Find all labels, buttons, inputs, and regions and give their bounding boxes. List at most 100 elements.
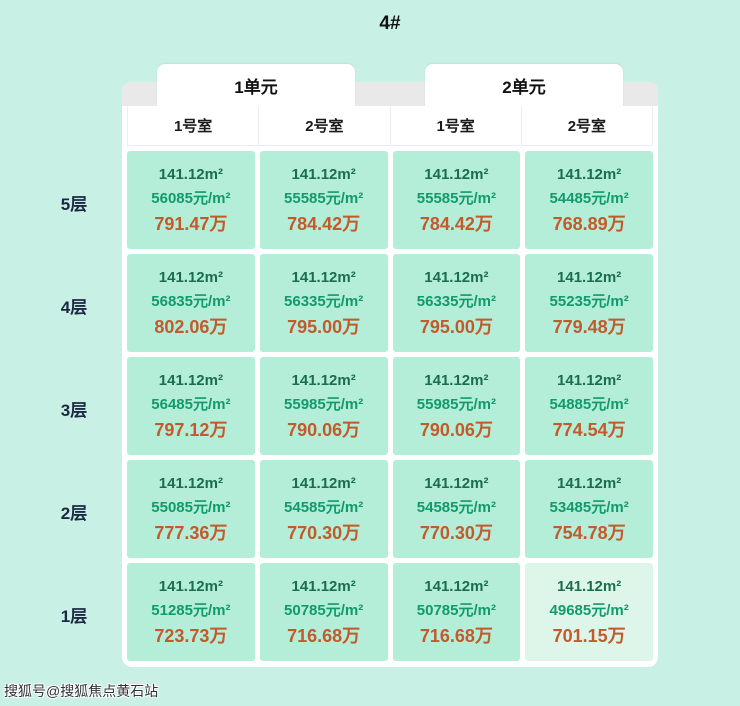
price-cell[interactable]: 141.12m² 55235元/m² 779.48万 bbox=[525, 254, 653, 352]
price-cell[interactable]: 141.12m² 56835元/m² 802.06万 bbox=[127, 254, 255, 352]
table-body: 141.12m² 56085元/m² 791.47万 141.12m² 5558… bbox=[127, 146, 653, 661]
room-header-u2-r1: 1号室 bbox=[390, 106, 522, 145]
cell-area: 141.12m² bbox=[557, 475, 622, 492]
cell-unit-price: 56485元/m² bbox=[151, 396, 231, 413]
cell-total-price: 774.54万 bbox=[552, 420, 626, 440]
cell-total-price: 790.06万 bbox=[419, 420, 493, 440]
room-header-u2-r2: 2号室 bbox=[521, 106, 652, 145]
cell-unit-price: 56085元/m² bbox=[151, 190, 231, 207]
cell-unit-price: 54485元/m² bbox=[549, 190, 629, 207]
room-header-row: 1号室 2号室 1号室 2号室 bbox=[127, 106, 653, 146]
price-cell-selected[interactable]: 141.12m² 49685元/m² 701.15万 bbox=[525, 563, 653, 661]
cell-total-price: 770.30万 bbox=[419, 523, 493, 543]
price-cell[interactable]: 141.12m² 55985元/m² 790.06万 bbox=[259, 357, 388, 455]
price-cell[interactable]: 141.12m² 54585元/m² 770.30万 bbox=[392, 460, 521, 558]
price-cell[interactable]: 141.12m² 51285元/m² 723.73万 bbox=[127, 563, 255, 661]
cell-unit-price: 54885元/m² bbox=[549, 396, 629, 413]
cell-total-price: 790.06万 bbox=[287, 420, 361, 440]
cell-total-price: 701.15万 bbox=[552, 626, 626, 646]
floor-row-3: 141.12m² 56485元/m² 797.12万 141.12m² 5598… bbox=[127, 357, 653, 455]
price-cell[interactable]: 141.12m² 55585元/m² 784.42万 bbox=[392, 151, 521, 249]
price-cell[interactable]: 141.12m² 53485元/m² 754.78万 bbox=[525, 460, 653, 558]
price-cell[interactable]: 141.12m² 56485元/m² 797.12万 bbox=[127, 357, 255, 455]
cell-area: 141.12m² bbox=[158, 475, 223, 492]
cell-total-price: 802.06万 bbox=[154, 317, 228, 337]
building-title: 4# bbox=[379, 13, 401, 34]
cell-area: 141.12m² bbox=[424, 166, 489, 183]
cell-total-price: 777.36万 bbox=[154, 523, 228, 543]
cell-area: 141.12m² bbox=[291, 578, 356, 595]
cell-area: 141.12m² bbox=[557, 269, 622, 286]
price-cell[interactable]: 141.12m² 54885元/m² 774.54万 bbox=[525, 357, 653, 455]
floor-row-2: 141.12m² 55085元/m² 777.36万 141.12m² 5458… bbox=[127, 460, 653, 558]
floor-row-4: 141.12m² 56835元/m² 802.06万 141.12m² 5633… bbox=[127, 254, 653, 352]
cell-area: 141.12m² bbox=[158, 372, 223, 389]
cell-unit-price: 56835元/m² bbox=[151, 293, 231, 310]
cell-area: 141.12m² bbox=[557, 372, 622, 389]
table-box: 1号室 2号室 1号室 2号室 141.12m² 56085元/m² 791.4… bbox=[122, 106, 658, 667]
cell-total-price: 716.68万 bbox=[287, 626, 361, 646]
cell-area: 141.12m² bbox=[158, 269, 223, 286]
floor-label-2: 2层 bbox=[60, 504, 88, 523]
price-table-panel: 1单元 2单元 1号室 2号室 1号室 2号室 141.12m² 56085元/… bbox=[122, 64, 658, 667]
tab-unit-2[interactable]: 2单元 bbox=[425, 64, 623, 106]
price-cell[interactable]: 141.12m² 54585元/m² 770.30万 bbox=[259, 460, 388, 558]
cell-total-price: 770.30万 bbox=[287, 523, 361, 543]
cell-total-price: 795.00万 bbox=[419, 317, 493, 337]
floor-labels-column: 5层 4层 3层 2层 1层 bbox=[0, 64, 122, 666]
cell-unit-price: 51285元/m² bbox=[151, 602, 231, 619]
cell-total-price: 716.68万 bbox=[419, 626, 493, 646]
floor-row-5: 141.12m² 56085元/m² 791.47万 141.12m² 5558… bbox=[127, 151, 653, 249]
cell-area: 141.12m² bbox=[424, 578, 489, 595]
cell-unit-price: 55235元/m² bbox=[549, 293, 629, 310]
tab-unit-1[interactable]: 1单元 bbox=[157, 64, 355, 106]
cell-area: 141.12m² bbox=[291, 269, 356, 286]
price-cell[interactable]: 141.12m² 56335元/m² 795.00万 bbox=[259, 254, 388, 352]
floor-row-1: 141.12m² 51285元/m² 723.73万 141.12m² 5078… bbox=[127, 563, 653, 661]
price-cell[interactable]: 141.12m² 56335元/m² 795.00万 bbox=[392, 254, 521, 352]
cell-area: 141.12m² bbox=[291, 166, 356, 183]
cell-unit-price: 54585元/m² bbox=[416, 499, 496, 516]
cell-area: 141.12m² bbox=[424, 372, 489, 389]
cell-total-price: 754.78万 bbox=[552, 523, 626, 543]
cell-unit-price: 55985元/m² bbox=[284, 396, 364, 413]
cell-total-price: 797.12万 bbox=[154, 420, 228, 440]
price-cell[interactable]: 141.12m² 50785元/m² 716.68万 bbox=[259, 563, 388, 661]
unit-tab-half-2: 2单元 bbox=[390, 64, 658, 106]
cell-unit-price: 55985元/m² bbox=[416, 396, 496, 413]
cell-total-price: 791.47万 bbox=[154, 214, 228, 234]
floor-label-4: 4层 bbox=[60, 298, 88, 317]
price-cell[interactable]: 141.12m² 54485元/m² 768.89万 bbox=[525, 151, 653, 249]
cell-area: 141.12m² bbox=[557, 578, 622, 595]
floor-label-1: 1层 bbox=[60, 607, 88, 626]
cell-total-price: 784.42万 bbox=[419, 214, 493, 234]
price-cell[interactable]: 141.12m² 55085元/m² 777.36万 bbox=[127, 460, 255, 558]
cell-total-price: 795.00万 bbox=[287, 317, 361, 337]
cell-unit-price: 55585元/m² bbox=[284, 190, 364, 207]
cell-unit-price: 56335元/m² bbox=[416, 293, 496, 310]
price-cell[interactable]: 141.12m² 50785元/m² 716.68万 bbox=[392, 563, 521, 661]
cell-unit-price: 55585元/m² bbox=[416, 190, 496, 207]
price-cell[interactable]: 141.12m² 56085元/m² 791.47万 bbox=[127, 151, 255, 249]
floor-label-3: 3层 bbox=[60, 401, 88, 420]
cell-unit-price: 55085元/m² bbox=[151, 499, 231, 516]
cell-total-price: 784.42万 bbox=[287, 214, 361, 234]
cell-area: 141.12m² bbox=[158, 578, 223, 595]
cell-total-price: 779.48万 bbox=[552, 317, 626, 337]
unit-tabs-row: 1单元 2单元 bbox=[122, 64, 658, 106]
price-cell[interactable]: 141.12m² 55585元/m² 784.42万 bbox=[259, 151, 388, 249]
floor-label-5: 5层 bbox=[60, 195, 88, 214]
unit-tab-half-1: 1单元 bbox=[122, 64, 390, 106]
watermark: 搜狐号@搜狐焦点黄石站 bbox=[4, 683, 159, 699]
cell-area: 141.12m² bbox=[291, 372, 356, 389]
cell-total-price: 768.89万 bbox=[552, 214, 626, 234]
cell-area: 141.12m² bbox=[424, 269, 489, 286]
cell-unit-price: 49685元/m² bbox=[549, 602, 629, 619]
room-header-u1-r2: 2号室 bbox=[259, 106, 391, 145]
price-cell[interactable]: 141.12m² 55985元/m² 790.06万 bbox=[392, 357, 521, 455]
cell-unit-price: 53485元/m² bbox=[549, 499, 629, 516]
cell-unit-price: 56335元/m² bbox=[284, 293, 364, 310]
cell-area: 141.12m² bbox=[424, 475, 489, 492]
cell-area: 141.12m² bbox=[158, 166, 223, 183]
